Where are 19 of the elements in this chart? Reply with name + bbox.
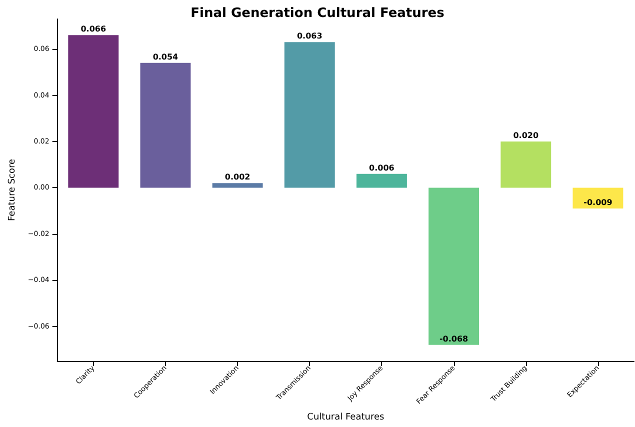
bar: [140, 62, 191, 188]
data-label: 0.063: [296, 32, 322, 41]
x-axis-title: Cultural Features: [307, 412, 384, 422]
data-label: 0.020: [513, 130, 539, 140]
data-label: 0.002: [224, 172, 250, 182]
data-label: -0.068: [439, 334, 469, 344]
bar: [68, 35, 119, 188]
data-label: 0.054: [152, 52, 179, 62]
bar: [356, 174, 407, 188]
y-axis-title: Feature Score: [8, 158, 18, 222]
data-label: 0.006: [369, 163, 395, 172]
bar: [500, 141, 552, 188]
bar: [284, 42, 335, 188]
data-label: -0.009: [584, 198, 613, 207]
bar: [212, 183, 263, 188]
chart-title: Final Generation Cultural Features: [190, 6, 445, 21]
data-label: 0.066: [80, 24, 106, 34]
bar: [428, 188, 480, 345]
bar: [572, 188, 624, 208]
